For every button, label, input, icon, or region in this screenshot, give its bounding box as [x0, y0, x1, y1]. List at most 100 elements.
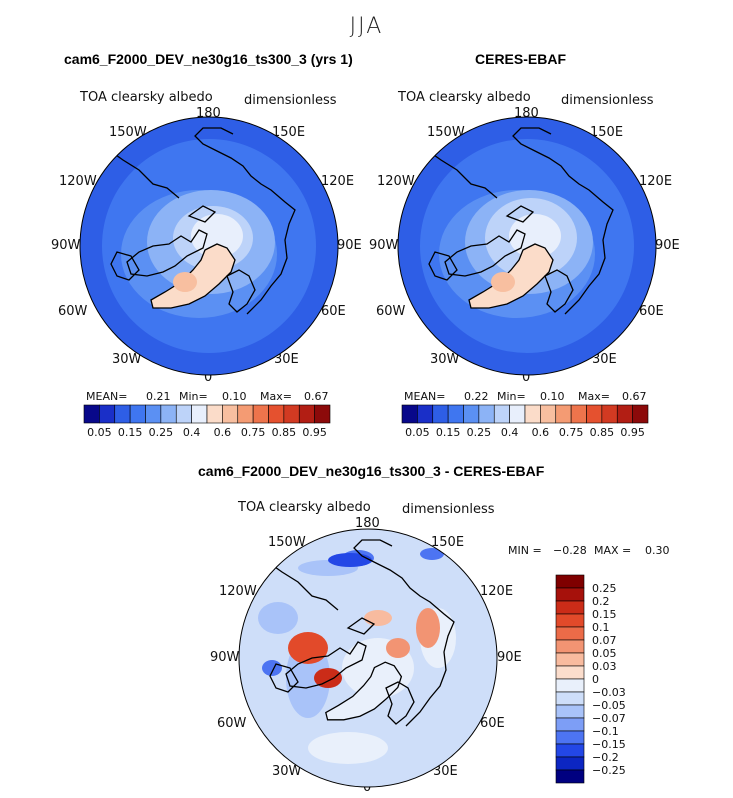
right-map-border: [397, 116, 657, 376]
right-colorbar-tick-6: 0.85: [590, 426, 615, 439]
diff-colorbar-tick-8: −0.03: [592, 686, 626, 699]
right-lon-120w: 120W: [377, 174, 415, 189]
right-min-value: 0.10: [540, 390, 565, 403]
left-colorbar-tick-1: 0.15: [118, 426, 143, 439]
right-colorbar: 0.05 0.15 0.25 0.4 0.6 0.75 0.85 0.95: [401, 404, 649, 439]
diff-colorbar-box-8: [555, 678, 585, 693]
arctic-islands-outline: [187, 205, 217, 223]
right-lon-30w: 30W: [430, 352, 460, 367]
diff-colorbar-box-6: [555, 652, 585, 667]
arctic-islands-outline: [505, 205, 535, 223]
right-colorbar-tick-0: 0.05: [405, 426, 430, 439]
hudson-bay-outline: [110, 251, 140, 281]
left-colorbar-box-12: [268, 404, 285, 424]
diff-colorbar-tick-1: 0.2: [592, 595, 610, 608]
diff-anomaly-8: [308, 732, 388, 764]
canada-outline: [126, 229, 208, 277]
right-colorbar-box-14: [616, 404, 633, 424]
diff-lon-150e: 150E: [431, 535, 465, 550]
left-min-value: 0.10: [222, 390, 247, 403]
right-greenland-peak: [491, 272, 515, 292]
right-lon-60e: 60E: [639, 304, 664, 319]
left-colorbar-tick-7: 0.95: [302, 426, 327, 439]
right-colorbar-tick-2: 0.25: [467, 426, 492, 439]
diff-colorbar-tick-11: −0.1: [592, 725, 619, 738]
left-colorbar-box-5: [160, 404, 177, 424]
diff-colorbar-box-5: [555, 639, 585, 654]
left-colorbar-box-4: [145, 404, 162, 424]
scandinavia-outline: [385, 681, 415, 725]
diff-colorbar-box-0: [555, 574, 585, 589]
diff-positive-patch-b: [386, 638, 410, 658]
left-lon-60w: 60W: [58, 304, 88, 319]
diff-anomaly-5: [432, 672, 484, 724]
right-colorbar-tick-7: 0.95: [620, 426, 645, 439]
left-colorbar-box-10: [237, 404, 254, 424]
right-colorbar-box-0: [401, 404, 418, 424]
left-lon-0: 0: [204, 370, 213, 385]
left-lon-90w: 90W: [51, 238, 81, 253]
left-max-label: Max=: [260, 390, 292, 403]
diff-colorbar-tick-13: −0.2: [592, 751, 619, 764]
left-mean-label: MEAN=: [86, 390, 128, 403]
hudson-bay-outline: [428, 251, 458, 281]
right-sea-ice-core: [509, 214, 561, 258]
diff-colorbar-tick-3: 0.1: [592, 621, 610, 634]
diff-positive-patch-a: [364, 610, 392, 626]
right-colorbar-box-5: [478, 404, 495, 424]
left-colorbar-box-14: [298, 404, 315, 424]
diff-lon-120e: 120E: [480, 584, 514, 599]
left-lon-30e: 30E: [274, 352, 299, 367]
right-colorbar-box-15: [632, 404, 649, 424]
right-colorbar-box-9: [540, 404, 557, 424]
diff-siberia-positive: [416, 608, 440, 648]
diff-colorbar-tick-7: 0: [592, 673, 599, 686]
diff-lon-60e: 60E: [480, 716, 505, 731]
diff-colorbar-tick-9: −0.05: [592, 699, 626, 712]
left-colorbar-box-1: [99, 404, 116, 424]
diff-max-value: 0.30: [645, 544, 670, 557]
left-lon-120w: 120W: [59, 174, 97, 189]
diff-colorbar-box-4: [555, 626, 585, 641]
diff-lon-0: 0: [363, 780, 372, 795]
diff-colorbar-tick-6: 0.03: [592, 660, 617, 673]
scandinavia-outline: [544, 269, 574, 313]
left-colorbar-tick-3: 0.4: [183, 426, 201, 439]
diff-colorbar-box-13: [555, 743, 585, 758]
left-lon-150e: 150E: [272, 125, 306, 140]
diff-min-value: −0.28: [553, 544, 587, 557]
diff-colorbar-box-2: [555, 600, 585, 615]
arctic-islands-outline: [346, 617, 376, 635]
right-lon-150e: 150E: [590, 125, 624, 140]
left-units-label: dimensionless: [244, 93, 337, 108]
diff-strong-negative: [328, 553, 372, 567]
diff-colorbar-tick-2: 0.15: [592, 608, 617, 621]
right-colorbar-tick-3: 0.4: [501, 426, 519, 439]
diff-colorbar-box-15: [555, 769, 585, 784]
left-mean-value: 0.21: [146, 390, 171, 403]
right-max-value: 0.67: [622, 390, 647, 403]
diff-hudson-negative: [262, 660, 282, 676]
diff-colorbar-tick-12: −0.15: [592, 738, 626, 751]
diff-lon-120w: 120W: [219, 584, 257, 599]
diff-colorbar-tick-10: −0.07: [592, 712, 626, 725]
right-colorbar-box-13: [601, 404, 618, 424]
left-colorbar-box-0: [83, 404, 100, 424]
right-colorbar-box-6: [493, 404, 510, 424]
left-colorbar-box-3: [129, 404, 146, 424]
diff-panel-title: cam6_F2000_DEV_ne30g16_ts300_3 - CERES-E…: [198, 463, 545, 479]
right-colorbar-box-2: [432, 404, 449, 424]
left-colorbar-box-11: [252, 404, 269, 424]
diff-colorbar-tick-5: 0.05: [592, 647, 617, 660]
left-lon-150w: 150W: [109, 125, 147, 140]
diff-lon-30e: 30E: [433, 764, 458, 779]
left-colorbar-box-6: [175, 404, 192, 424]
diff-colorbar-box-7: [555, 665, 585, 680]
diff-negative-patch: [420, 548, 444, 560]
diff-colorbar-box-9: [555, 691, 585, 706]
right-max-label: Max=: [578, 390, 610, 403]
left-map: [79, 116, 339, 376]
right-mean-value: 0.22: [464, 390, 489, 403]
diff-archipelago-positive: [288, 632, 328, 664]
diff-colorbar-tick-4: 0.07: [592, 634, 617, 647]
